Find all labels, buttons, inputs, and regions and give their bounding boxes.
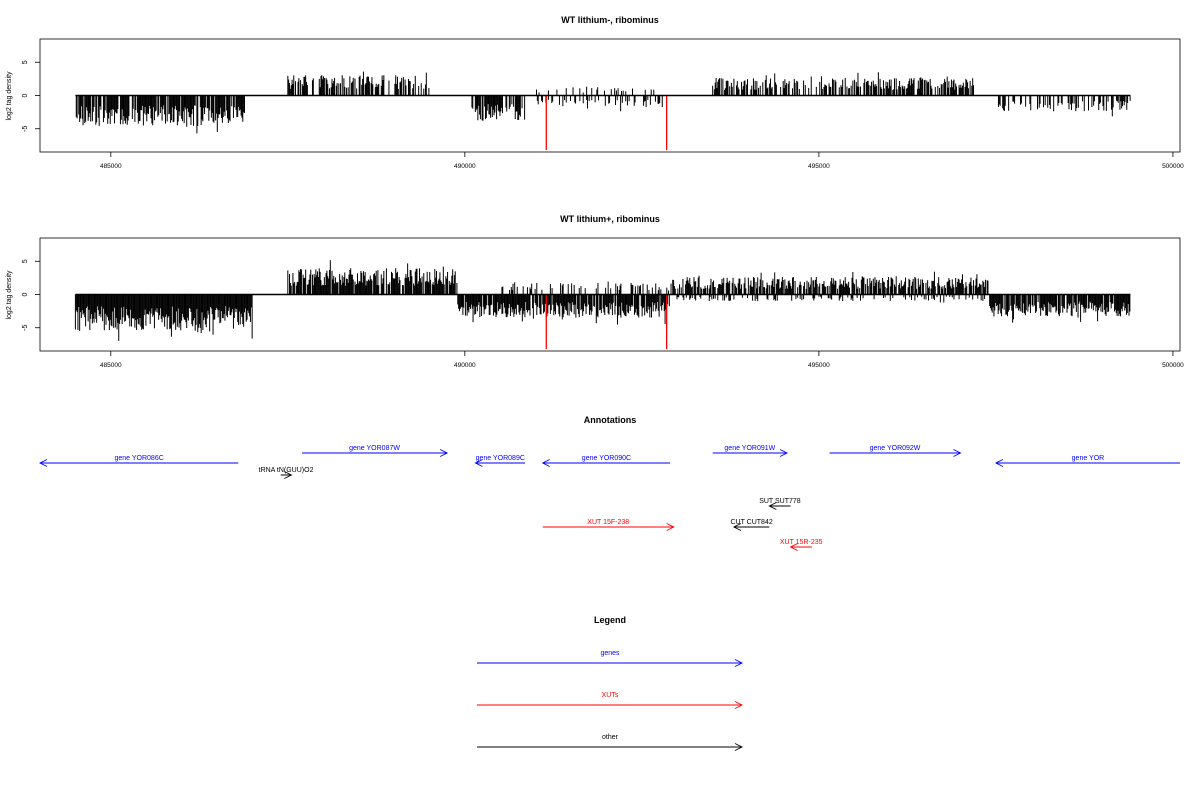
annotation-arrow [38,459,239,467]
annotation-label: gene YOR089C [476,455,525,462]
y-axis: -5 0 5 [22,259,40,331]
legend-label: genes [600,650,620,657]
x-tick-label: 495000 [808,362,830,369]
annotation-arrow [542,523,675,531]
legend-title: Legend [594,615,626,625]
annotation-feature: gene YOR [994,455,1180,467]
x-tick-label: 490000 [454,163,476,170]
annotation-arrow [768,502,791,510]
x-tick-label: 485000 [100,163,122,170]
coverage-bars [75,71,1131,134]
annotation-arrow [712,449,789,457]
coverage-bars [74,260,1131,341]
x-tick-label: 495000 [808,163,830,170]
track-panel-lithium-plus: WT lithium+, ribominus log2 tag density … [6,214,1184,369]
legend-arrow [477,701,744,709]
annotation-features: gene YOR086C tRNA tN(GUU)O2 gene YOR087W ge… [38,445,1180,551]
annotation-label: gene YOR086C [114,455,163,462]
y-tick-label: -5 [22,325,29,331]
track-panel-lithium-minus: WT lithium-, ribominus log2 tag density … [6,15,1184,170]
annotation-feature: XUT 15R-235 [780,539,823,551]
annotation-label: CUT CUT842 [730,519,772,526]
y-axis: -5 0 5 [22,60,40,132]
x-tick-label: 490000 [454,362,476,369]
annotation-feature: gene YOR090C [541,455,671,467]
y-tick-label: 5 [22,259,29,263]
x-tick-label: 500000 [1162,362,1184,369]
annotation-arrow [732,523,770,531]
annotation-label: gene YOR [1072,455,1105,462]
y-tick-label: 5 [22,60,29,64]
highlight-bars [545,294,668,350]
y-tick-label: 0 [22,292,29,296]
legend-item: genes [477,650,744,667]
annotation-feature: tRNA tN(GUU)O2 [259,467,314,479]
legend-panel: Legend genes XUTs other [477,615,744,751]
x-tick-label: 500000 [1162,163,1184,170]
legend-label: other [602,734,619,741]
annotation-feature: gene YOR089C [474,455,526,467]
legend-item: other [477,734,744,751]
annotation-feature: XUT 15F-238 [542,519,675,531]
annotation-feature: gene YOR091W [712,445,789,457]
annotation-arrow [994,459,1180,467]
annotation-label: gene YOR087W [349,445,400,452]
x-axis: 485000 490000 495000 500000 [100,152,1184,170]
annotation-feature: CUT CUT842 [730,519,773,531]
x-axis: 485000 490000 495000 500000 [100,351,1184,369]
legend-item: XUTs [477,692,744,709]
annotation-label: XUT 15F-238 [587,519,629,526]
panel-title: WT lithium+, ribominus [560,214,660,224]
panel-title: WT lithium-, ribominus [561,15,659,25]
annotation-arrow [474,459,526,467]
legend-arrow [477,659,744,667]
annotation-feature: SUT SUT778 [759,498,801,510]
annotation-label: gene YOR090C [582,455,631,462]
legend-label: XUTs [602,692,619,699]
annotation-arrow [789,543,812,551]
annotation-arrow [280,471,293,479]
legend-items: genes XUTs other [477,650,744,751]
y-tick-label: -5 [22,126,29,132]
annotation-label: XUT 15R-235 [780,539,823,546]
annotation-feature: gene YOR087W [301,445,449,457]
annotation-label: tRNA tN(GUU)O2 [259,467,314,474]
y-axis-label: log2 tag density [6,270,13,320]
annotations-title: Annotations [584,415,637,425]
annotation-arrow [541,459,671,467]
y-tick-label: 0 [22,93,29,97]
annotation-feature: gene YOR086C [38,455,239,467]
y-axis-label: log2 tag density [6,71,13,121]
annotation-arrow [301,449,449,457]
annotation-label: gene YOR092W [870,445,921,452]
highlight-bars [545,95,668,151]
annotation-feature: gene YOR092W [829,445,962,457]
x-tick-label: 485000 [100,362,122,369]
annotation-label: SUT SUT778 [759,498,801,505]
annotation-label: gene YOR091W [724,445,775,452]
annotation-arrow [829,449,962,457]
legend-arrow [477,743,744,751]
